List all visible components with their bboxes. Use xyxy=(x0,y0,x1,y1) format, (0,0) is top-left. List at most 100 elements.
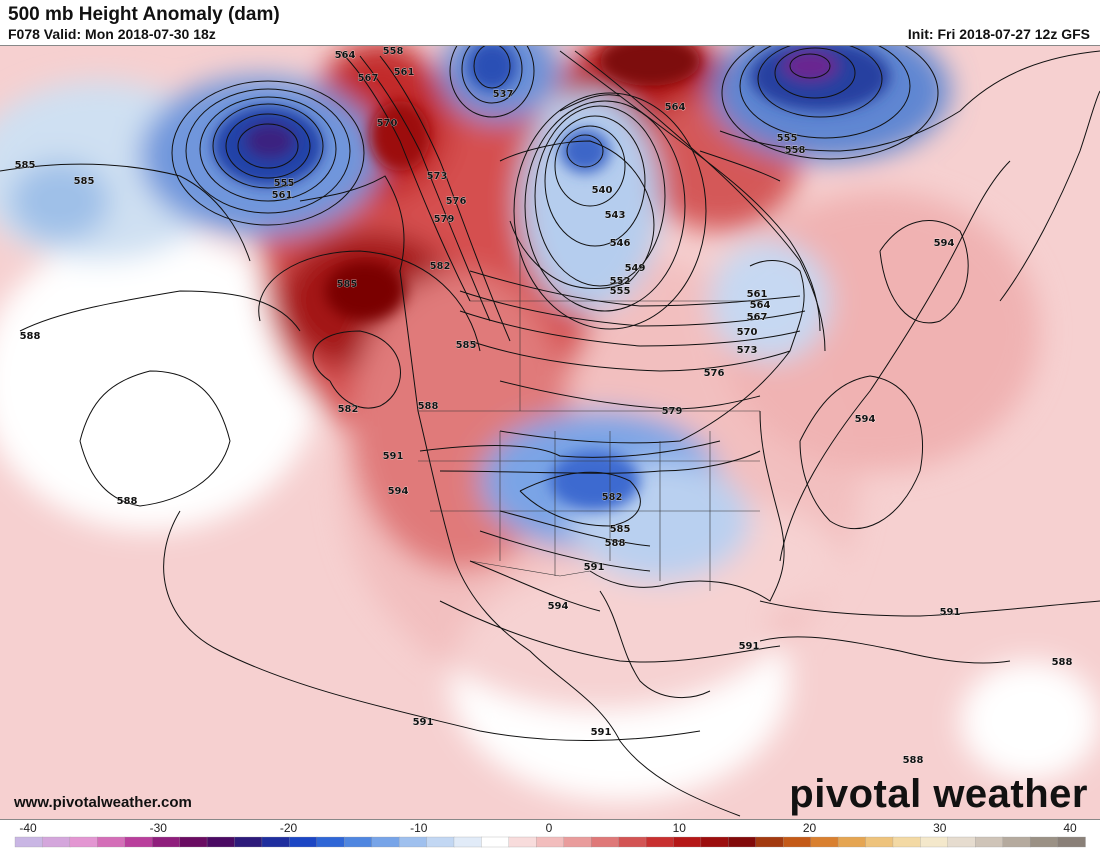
colorbar-tick-label: 30 xyxy=(933,821,947,835)
colorbar-tick-label: -20 xyxy=(280,821,298,835)
colorbar-cell xyxy=(563,836,592,848)
colorbar-cell xyxy=(755,836,784,848)
contour-label: 570 xyxy=(737,327,758,338)
colorbar: -40 -30 -20 -10 0 10 20 30 40 xyxy=(0,820,1100,850)
contour-label: 555 xyxy=(777,133,798,144)
colorbar-canvas: -40 -30 -20 -10 0 10 20 30 40 xyxy=(14,821,1086,848)
contour-label: 585 xyxy=(456,340,477,351)
contour-label: 567 xyxy=(747,312,768,323)
colorbar-cell xyxy=(97,836,126,848)
contour-label: 585 xyxy=(337,279,358,290)
contour-label: 594 xyxy=(548,601,569,612)
contour-label: 582 xyxy=(338,404,359,415)
contour-label: 552 xyxy=(610,276,631,287)
colorbar-cell xyxy=(261,836,291,848)
contour-label: 585 xyxy=(610,524,631,535)
colorbar-cell xyxy=(344,836,373,848)
colorbar-tick-label: -10 xyxy=(410,821,428,835)
colorbar-cell xyxy=(289,836,318,848)
contour-label: 573 xyxy=(427,171,448,182)
contour-label: 561 xyxy=(394,67,415,78)
colorbar-cell xyxy=(316,836,345,848)
map-canvas: 564 558 567 561 570 573 576 579 582 585 585 582 588 5… xyxy=(0,46,1100,819)
colorbar-cell xyxy=(371,836,400,848)
contour-label: 588 xyxy=(20,331,41,342)
contour-label: 585 xyxy=(74,176,95,187)
colorbar-cell xyxy=(42,836,71,848)
colorbar-cell xyxy=(179,836,208,848)
colorbar-cell xyxy=(673,836,702,848)
colorbar-tick-label: 0 xyxy=(546,821,553,835)
contour-label: 591 xyxy=(940,607,961,618)
contour-label: 588 xyxy=(903,755,924,766)
contour-label: 588 xyxy=(605,538,626,549)
colorbar-cell xyxy=(837,836,867,848)
contour-label: 591 xyxy=(413,717,434,728)
colorbar-cell xyxy=(481,836,510,848)
height-contours xyxy=(0,46,1100,741)
contour-label: 579 xyxy=(662,406,683,417)
contour-label: 588 xyxy=(117,496,138,507)
contour-label: 591 xyxy=(584,562,605,573)
contour-label: 582 xyxy=(430,261,451,272)
brand-logo: pivotal weather xyxy=(789,772,1088,816)
colorbar-cell xyxy=(947,836,976,848)
colorbar-cell xyxy=(618,836,647,848)
contour-label: 546 xyxy=(610,238,631,249)
colorbar-cell xyxy=(892,836,922,848)
contour-label: 558 xyxy=(785,145,806,156)
contour-label: 573 xyxy=(737,345,758,356)
colorbar-cell xyxy=(124,836,153,848)
contour-label: 567 xyxy=(358,73,379,84)
colorbar-tick-label: 10 xyxy=(673,821,687,835)
colorbar-cell xyxy=(645,836,675,848)
contour-label: 585 xyxy=(15,160,36,171)
contour-label: 540 xyxy=(592,185,613,196)
colorbar-cell xyxy=(920,836,949,848)
colorbar-cells xyxy=(14,836,1086,848)
colorbar-tick-label: 20 xyxy=(803,821,817,835)
colorbar-cell xyxy=(206,836,236,848)
contour-label: 588 xyxy=(1052,657,1073,668)
colorbar-cell xyxy=(536,836,565,848)
contour-label: 591 xyxy=(591,727,612,738)
contour-label: 555 xyxy=(274,178,295,189)
borders xyxy=(418,251,760,591)
weather-map: 564 558 567 561 570 573 576 579 582 585 585 582 588 5… xyxy=(0,45,1100,820)
contour-label: 570 xyxy=(377,118,398,129)
contour-label: 561 xyxy=(272,190,293,201)
colorbar-cell xyxy=(865,836,894,848)
contour-label: 594 xyxy=(855,414,876,425)
colorbar-cell xyxy=(14,836,44,848)
contour-label: 588 xyxy=(418,401,439,412)
contour-label: 543 xyxy=(605,210,626,221)
colorbar-cell xyxy=(1002,836,1031,848)
colorbar-cell xyxy=(591,836,620,848)
contour-label: 564 xyxy=(665,102,686,113)
colorbar-cell xyxy=(234,836,263,848)
colorbar-cell xyxy=(700,836,729,848)
colorbar-cell xyxy=(728,836,757,848)
contour-label: 576 xyxy=(704,368,725,379)
init-time: Init: Fri 2018-07-27 12z GFS xyxy=(907,26,1090,42)
contour-label: 564 xyxy=(750,300,771,311)
colorbar-cell xyxy=(1057,836,1086,848)
map-title: 500 mb Height Anomaly (dam) xyxy=(8,4,280,25)
contour-label: 576 xyxy=(446,196,467,207)
contour-label: 591 xyxy=(739,641,760,652)
contour-label: 579 xyxy=(434,214,455,225)
anomaly-cores xyxy=(213,46,890,511)
colorbar-cell xyxy=(398,836,428,848)
contour-label: 594 xyxy=(934,238,955,249)
contour-labels: 564 558 567 561 570 573 576 579 582 585 585 582 588 5… xyxy=(14,46,1073,766)
colorbar-tick-label: -40 xyxy=(19,821,37,835)
colorbar-cell xyxy=(69,836,98,848)
colorbar-cell xyxy=(783,836,812,848)
colorbar-tick-label: -30 xyxy=(150,821,168,835)
contour-label: 564 xyxy=(335,50,356,61)
contour-label: 594 xyxy=(388,486,409,497)
colorbar-cell xyxy=(975,836,1004,848)
contour-label: 582 xyxy=(602,492,623,503)
colorbar-ticks: -40 -30 -20 -10 0 10 20 30 40 xyxy=(19,821,1077,835)
colorbar-cell xyxy=(426,836,455,848)
